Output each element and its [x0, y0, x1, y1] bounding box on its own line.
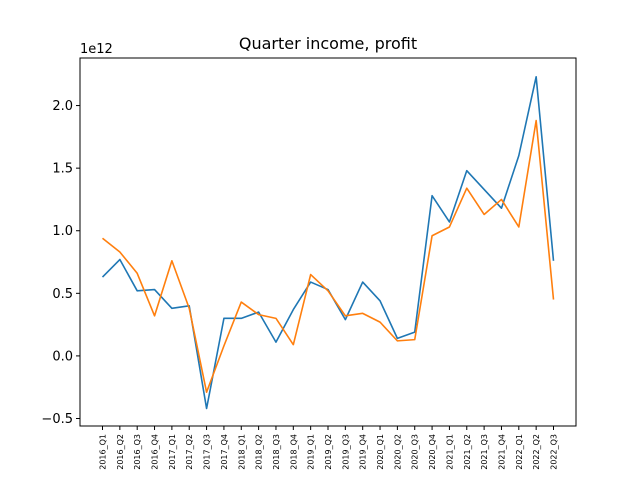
x-tick-label: 2017_Q3: [203, 434, 212, 470]
x-tick-label: 2018_Q2: [255, 434, 264, 470]
x-tick-label: 2019_Q2: [324, 434, 333, 470]
y-tick-label: 2.0: [52, 99, 73, 114]
chart-title: Quarter income, profit: [239, 34, 417, 53]
x-tick-label: 2018_Q1: [237, 434, 246, 470]
x-tick-label: 2021_Q1: [445, 434, 454, 470]
y-tick-label: 1.5: [52, 162, 73, 177]
x-tick-label: 2020_Q3: [411, 434, 420, 470]
x-tick-label: 2021_Q2: [463, 434, 472, 470]
series-layer: [101, 75, 555, 410]
x-axis: 2016_Q1 2016_Q2 2016_Q3 2016_Q4 2017_Q1 2017_…: [99, 426, 559, 470]
x-tick-label: 2019_Q1: [307, 434, 316, 470]
x-tick-label: 2016_Q4: [151, 434, 160, 470]
y-axis: −0.5 0.0 0.5 1.0 1.5 2.0: [41, 99, 80, 427]
x-tick-label: 2019_Q3: [341, 434, 350, 470]
x-tick-label: 2017_Q1: [168, 434, 177, 470]
plot-area-frame: [79, 57, 577, 427]
series-line-1: [101, 75, 555, 410]
x-tick-label: 2021_Q4: [497, 434, 506, 470]
x-tick-label: 2016_Q3: [133, 434, 142, 470]
x-tick-label: 2019_Q4: [359, 434, 368, 470]
x-tick-label: 2017_Q2: [185, 434, 194, 470]
y-tick-label: 1.0: [52, 224, 73, 239]
x-tick-label: 2020_Q2: [393, 434, 402, 470]
x-tick-label: 2022_Q2: [532, 434, 541, 470]
y-offset-label: 1e12: [80, 42, 113, 57]
x-tick-label: 2020_Q4: [428, 434, 437, 470]
x-tick-label: 2016_Q2: [116, 434, 125, 470]
y-tick-label: 0.5: [52, 287, 73, 302]
x-tick-label: 2017_Q4: [220, 434, 229, 470]
y-tick-label: −0.5: [41, 412, 73, 427]
x-tick-label: 2022_Q3: [550, 434, 559, 470]
series-line-2: [102, 119, 555, 394]
x-tick-label: 2020_Q1: [376, 434, 385, 470]
x-tick-label: 2018_Q3: [272, 434, 281, 470]
y-tick-label: 0.0: [52, 349, 73, 364]
x-tick-label: 2022_Q1: [515, 434, 524, 470]
x-tick-label: 2021_Q3: [480, 434, 489, 470]
x-tick-label: 2016_Q1: [99, 434, 108, 470]
x-tick-label: 2018_Q4: [289, 434, 298, 470]
